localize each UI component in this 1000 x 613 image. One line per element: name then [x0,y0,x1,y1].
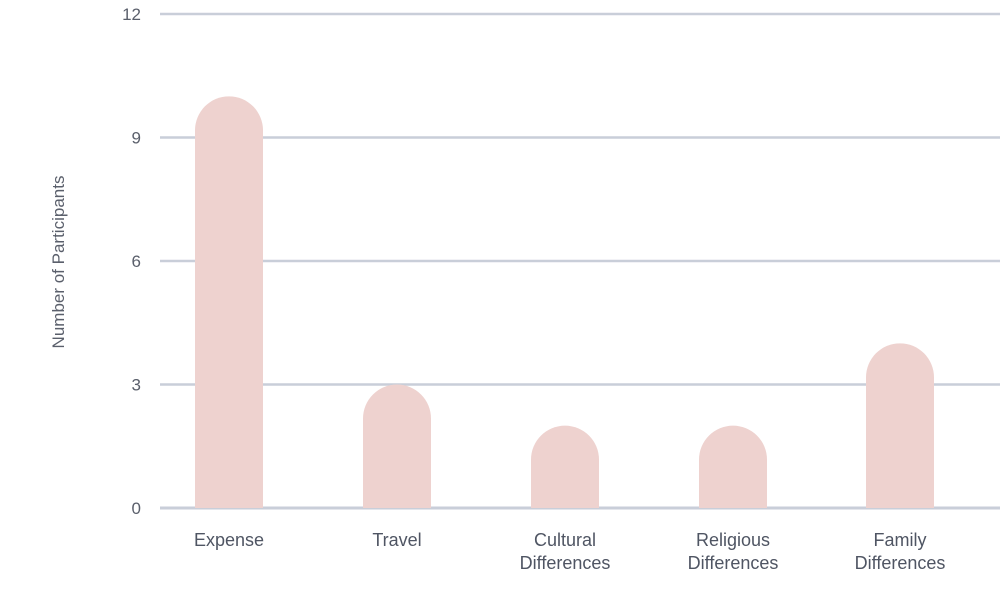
x-category-label: Religious Differences [688,530,779,573]
bar [699,425,767,508]
x-axis-labels: Expense Travel Cultural DifferencesReligiou… [194,530,945,573]
x-category-label: Family Differences [855,530,946,573]
x-category-label-line: Expense [194,530,264,550]
y-tick-label: 6 [132,252,141,271]
y-axis-title: Number of Participants [49,176,68,349]
y-axis-ticks: 0 3 6 9 12 [122,5,141,518]
y-tick-label: 9 [132,129,141,148]
bar [531,425,599,508]
x-category-label: Cultural Differences [520,530,611,573]
bar [363,384,431,508]
y-tick-label: 3 [132,376,141,395]
x-category-label-line: Differences [855,553,946,573]
x-category-label-line: Differences [520,553,611,573]
x-category-label: Expense [194,530,264,550]
x-category-label-line: Cultural [534,530,596,550]
x-category-label: Travel [372,530,421,550]
bar [195,96,263,509]
bars [195,96,934,509]
x-category-label-line: Travel [372,530,421,550]
y-tick-label: 12 [122,5,141,24]
x-category-label-line: Family [874,530,927,550]
y-tick-label: 0 [132,499,141,518]
x-category-label-line: Religious [696,530,770,550]
bar [866,343,934,508]
x-category-label-line: Differences [688,553,779,573]
